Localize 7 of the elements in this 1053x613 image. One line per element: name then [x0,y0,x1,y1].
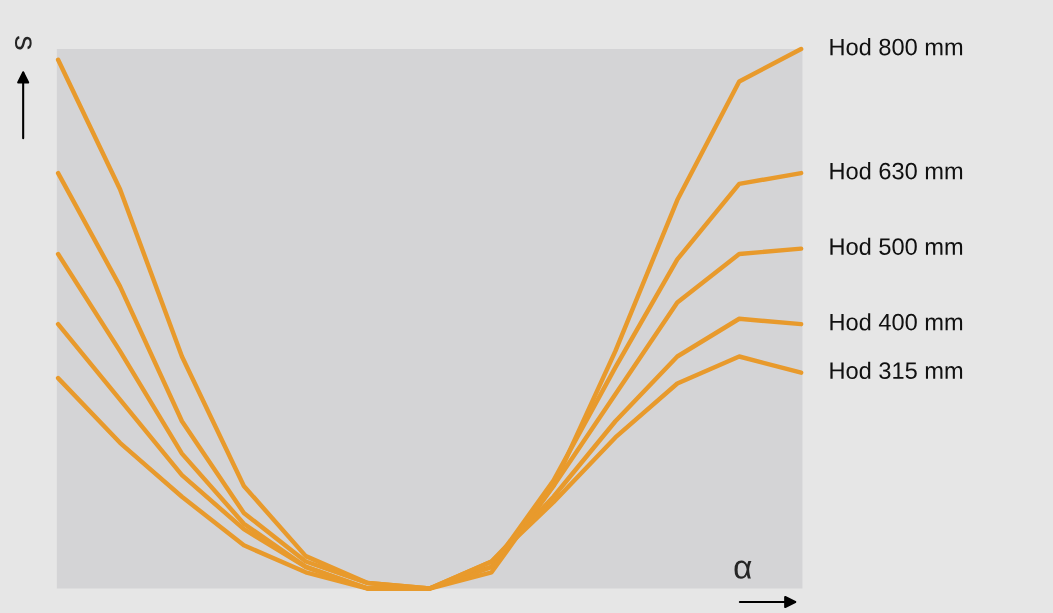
x-axis-title: α [734,560,752,579]
series-label: Hod 500 mm [830,237,963,255]
series-label: Hod 315 mm [830,361,963,380]
series-label: Hod 630 mm [830,162,963,180]
y-axis-title: s [14,36,32,50]
series-label: Hod 400 mm [830,313,963,331]
series-label: Hod 800 mm [830,38,963,56]
